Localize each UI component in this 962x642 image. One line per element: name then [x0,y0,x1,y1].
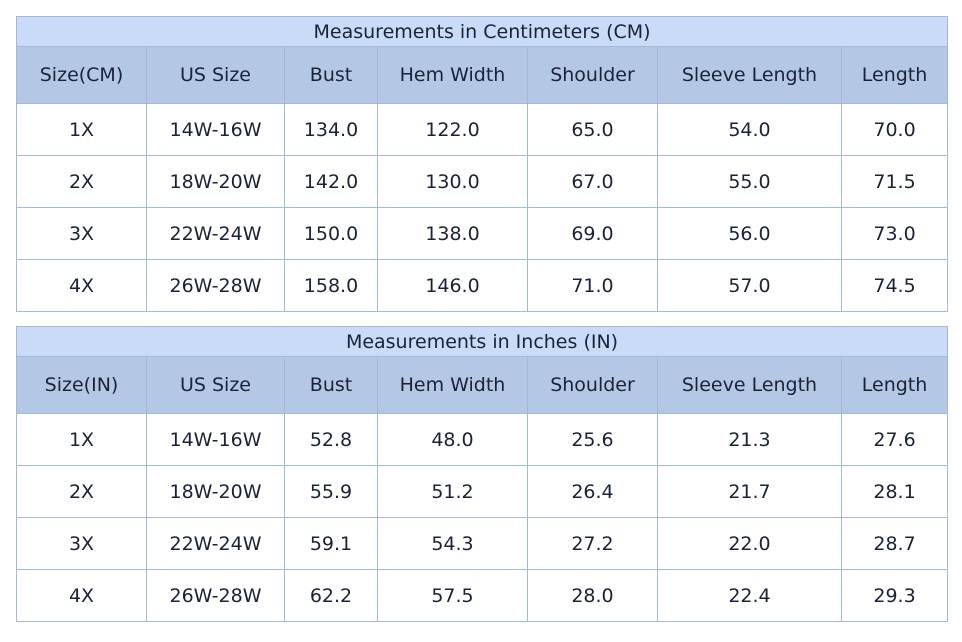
table-cell: 2X [16,465,147,518]
inch-size-table: Measurements in Inches (IN) Size(IN) US Si… [15,326,949,622]
table-cell: 3X [16,207,147,260]
table-cell: 54.3 [377,517,528,570]
table-cell: 28.1 [840,465,949,518]
table-cell: 18W-20W [146,465,285,518]
table-cell: 59.1 [284,517,378,570]
table-cell: 21.7 [657,465,842,518]
table-cell: 22W-24W [146,517,285,570]
table-cell: 22W-24W [146,207,285,260]
table-cell: 22.0 [657,517,842,570]
table-cell: 18W-20W [146,155,285,208]
table-cell: 56.0 [657,207,842,260]
table-row: 4X 26W-28W 62.2 57.5 28.0 22.4 29.3 [16,569,949,622]
table-cell: 28.7 [840,517,949,570]
table-cell: 28.0 [527,569,658,622]
table-cell: 69.0 [527,207,658,260]
column-header: Size(CM) [16,46,147,104]
table-cell: 51.2 [377,465,528,518]
column-header: Hem Width [377,356,528,414]
table-cell: 73.0 [840,207,949,260]
table-cell: 3X [16,517,147,570]
table-cell: 57.5 [377,569,528,622]
table-cell: 71.0 [527,259,658,312]
table-cell: 27.6 [840,413,949,466]
table-cell: 130.0 [377,155,528,208]
table-cell: 22.4 [657,569,842,622]
table-cell: 134.0 [284,103,378,156]
table-cell: 57.0 [657,259,842,312]
table-cell: 54.0 [657,103,842,156]
table-cell: 150.0 [284,207,378,260]
table-row: 2X 18W-20W 55.9 51.2 26.4 21.7 28.1 [16,465,949,518]
table-cell: 122.0 [377,103,528,156]
column-header: US Size [146,46,285,104]
cm-size-table: Measurements in Centimeters (CM) Size(CM)… [15,16,949,312]
table-cell: 1X [16,103,147,156]
table-cell: 65.0 [527,103,658,156]
table-cell: 146.0 [377,259,528,312]
table-cell: 1X [16,413,147,466]
column-header: Size(IN) [16,356,147,414]
table-cell: 52.8 [284,413,378,466]
table-cell: 25.6 [527,413,658,466]
table-cell: 26.4 [527,465,658,518]
table-title: Measurements in Inches (IN) [15,326,949,357]
table-row: 3X 22W-24W 150.0 138.0 69.0 56.0 73.0 [16,207,949,260]
table-cell: 67.0 [527,155,658,208]
column-header: US Size [146,356,285,414]
table-cell: 26W-28W [146,569,285,622]
table-cell: 14W-16W [146,413,285,466]
table-cell: 4X [16,259,147,312]
column-header: Length [840,46,949,104]
table-cell: 55.9 [284,465,378,518]
table-cell: 70.0 [840,103,949,156]
column-header: Shoulder [527,46,658,104]
table-cell: 74.5 [840,259,949,312]
table-title: Measurements in Centimeters (CM) [15,16,949,47]
column-header: Hem Width [377,46,528,104]
column-header: Sleeve Length [657,356,842,414]
column-header: Shoulder [527,356,658,414]
column-header: Length [840,356,949,414]
table-row: 4X 26W-28W 158.0 146.0 71.0 57.0 74.5 [16,259,949,312]
table-cell: 62.2 [284,569,378,622]
table-cell: 21.3 [657,413,842,466]
table-cell: 138.0 [377,207,528,260]
table-cell: 26W-28W [146,259,285,312]
column-header: Bust [284,46,378,104]
table-row: 3X 22W-24W 59.1 54.3 27.2 22.0 28.7 [16,517,949,570]
column-header: Bust [284,356,378,414]
table-row: 2X 18W-20W 142.0 130.0 67.0 55.0 71.5 [16,155,949,208]
table-cell: 48.0 [377,413,528,466]
table-cell: 14W-16W [146,103,285,156]
table-cell: 29.3 [840,569,949,622]
table-cell: 2X [16,155,147,208]
table-row: 1X 14W-16W 134.0 122.0 65.0 54.0 70.0 [16,103,949,156]
table-cell: 27.2 [527,517,658,570]
table-cell: 142.0 [284,155,378,208]
column-header: Sleeve Length [657,46,842,104]
table-cell: 158.0 [284,259,378,312]
table-cell: 55.0 [657,155,842,208]
table-cell: 4X [16,569,147,622]
table-row: 1X 14W-16W 52.8 48.0 25.6 21.3 27.6 [16,413,949,466]
table-cell: 71.5 [840,155,949,208]
